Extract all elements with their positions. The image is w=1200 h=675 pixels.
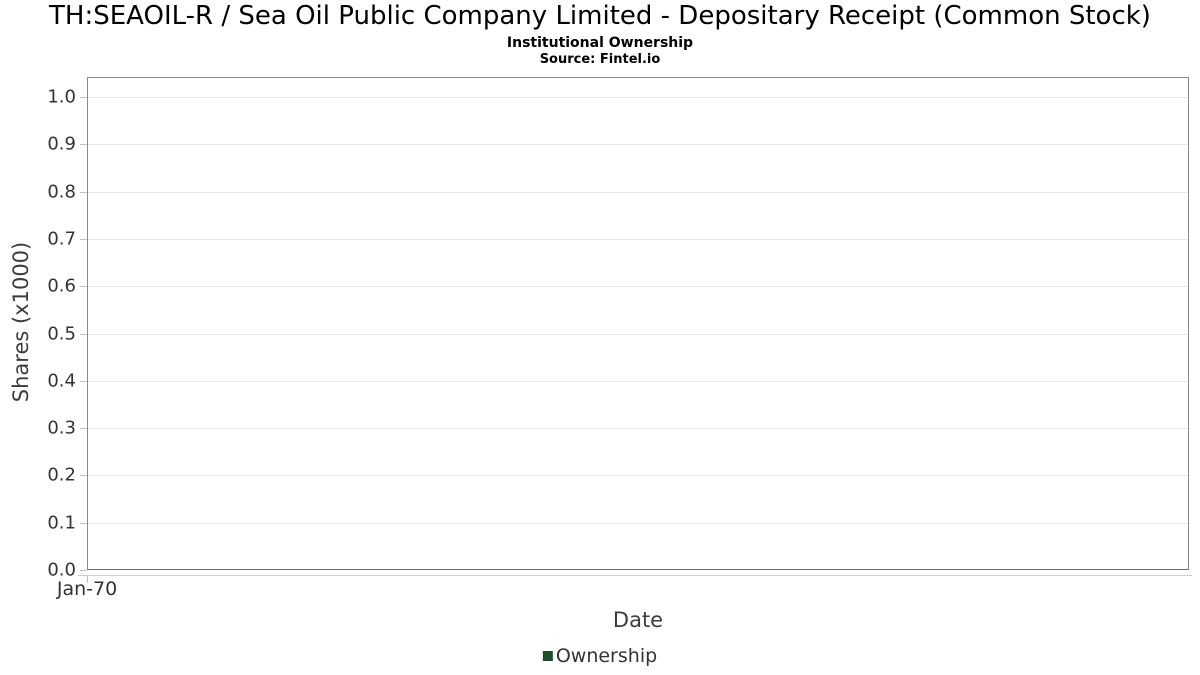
y-tick-label: 0.1 bbox=[47, 512, 76, 534]
legend-item-ownership[interactable]: Ownership bbox=[542, 645, 658, 667]
y-tick-mark bbox=[80, 522, 87, 524]
y-tick-label: 0.8 bbox=[47, 181, 76, 203]
y-tick-label: 0.6 bbox=[47, 275, 76, 297]
y-tick-label: 1.0 bbox=[47, 86, 76, 108]
y-tick-label: 0.4 bbox=[47, 370, 76, 392]
y-gridline bbox=[88, 333, 1188, 335]
y-tick-label: 0.9 bbox=[47, 133, 76, 155]
y-gridline bbox=[88, 380, 1188, 382]
y-gridline bbox=[88, 522, 1188, 524]
y-tick-mark bbox=[80, 238, 87, 240]
y-gridline bbox=[88, 97, 1188, 98]
y-tick-mark bbox=[80, 191, 87, 193]
y-gridline bbox=[88, 238, 1188, 240]
x-axis-title: Date bbox=[612, 608, 664, 632]
y-tick-mark bbox=[80, 144, 87, 146]
legend-label-ownership: Ownership bbox=[555, 645, 658, 667]
y-tick-mark bbox=[80, 475, 87, 477]
chart-subtitle: Institutional Ownership bbox=[506, 35, 694, 51]
y-tick-mark bbox=[80, 286, 87, 288]
x-axis-line bbox=[78, 575, 1192, 576]
legend-marker-ownership bbox=[542, 651, 553, 661]
x-tick-mark bbox=[87, 576, 88, 583]
y-tick-label: 0.2 bbox=[47, 464, 76, 486]
y-gridline bbox=[88, 144, 1188, 146]
y-tick-mark bbox=[80, 97, 87, 98]
y-gridline bbox=[88, 428, 1188, 430]
y-tick-mark bbox=[80, 333, 87, 335]
y-tick-label: 0.0 bbox=[47, 559, 76, 581]
chart-title: TH:SEAOIL-R / Sea Oil Public Company Lim… bbox=[49, 1, 1151, 31]
y-gridline bbox=[88, 475, 1188, 477]
y-tick-label: 0.3 bbox=[47, 417, 76, 439]
x-tick-label: Jan-70 bbox=[56, 578, 118, 600]
y-gridline bbox=[88, 286, 1188, 288]
y-tick-label: 0.5 bbox=[47, 323, 76, 344]
plot-area bbox=[87, 77, 1189, 570]
y-tick-label: 0.7 bbox=[47, 228, 76, 250]
y-tick-mark bbox=[80, 570, 87, 571]
y-gridline bbox=[88, 191, 1188, 193]
chart-source: Source: Fintel.io bbox=[539, 52, 661, 67]
y-tick-mark bbox=[80, 380, 87, 382]
y-tick-mark bbox=[80, 428, 87, 430]
